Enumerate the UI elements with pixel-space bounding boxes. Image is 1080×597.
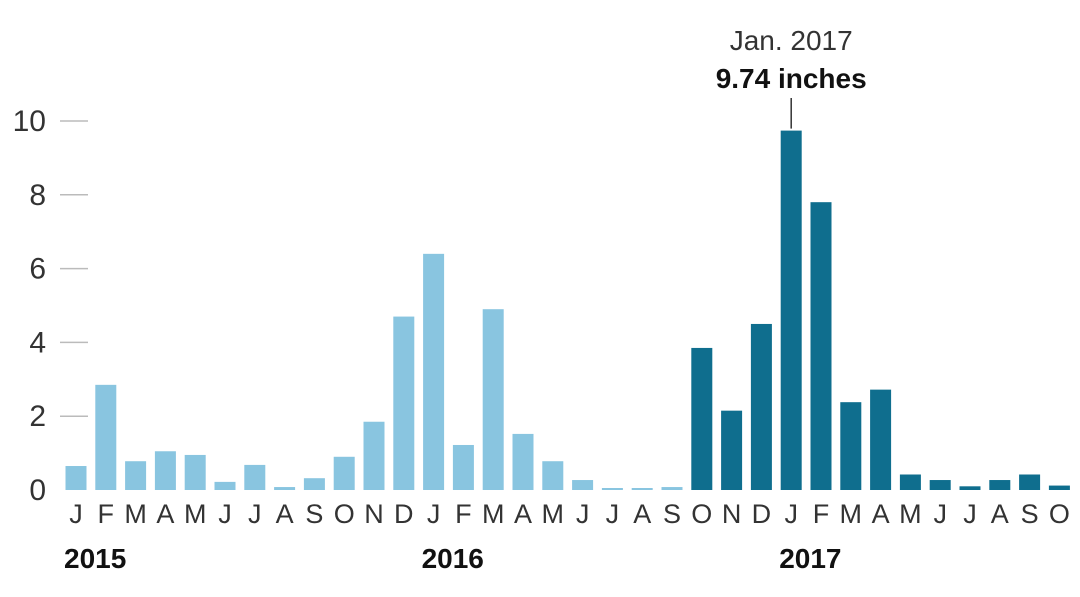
year-label: 2015: [64, 543, 126, 574]
bar: [274, 487, 296, 490]
bar: [542, 461, 564, 490]
month-label: M: [542, 499, 565, 529]
bar: [810, 202, 832, 490]
bar: [244, 464, 266, 490]
month-label: J: [784, 499, 798, 529]
peak-annotation: Jan. 2017 9.74 inches: [716, 25, 867, 129]
month-label: F: [98, 499, 115, 529]
month-label: J: [606, 499, 620, 529]
month-label: J: [427, 499, 441, 529]
bar: [691, 347, 713, 490]
bar: [452, 444, 474, 490]
bar: [214, 481, 236, 490]
month-label: A: [991, 499, 1009, 529]
bar: [959, 486, 981, 490]
month-label: J: [933, 499, 947, 529]
month-label: S: [305, 499, 323, 529]
month-label: A: [633, 499, 651, 529]
bar: [780, 130, 802, 490]
month-label: J: [218, 499, 232, 529]
bar: [601, 488, 623, 490]
bar: [393, 316, 415, 490]
bar: [721, 410, 743, 490]
y-tick-label: 10: [13, 105, 46, 138]
bar: [303, 478, 325, 490]
month-label: A: [276, 499, 294, 529]
bar: [661, 487, 683, 490]
bar: [363, 421, 385, 490]
month-label: J: [963, 499, 977, 529]
month-label: M: [840, 499, 863, 529]
month-label: F: [813, 499, 830, 529]
bars: [65, 130, 1070, 490]
year-label: 2017: [779, 543, 841, 574]
month-label: M: [899, 499, 922, 529]
y-tick-label: 8: [29, 179, 46, 212]
bar: [840, 402, 862, 490]
year-label: 2016: [422, 543, 484, 574]
bar: [899, 474, 921, 490]
month-label: O: [334, 499, 355, 529]
month-label: M: [124, 499, 147, 529]
bar: [631, 488, 653, 490]
bar: [750, 323, 772, 490]
month-label: D: [394, 499, 414, 529]
bar: [184, 454, 206, 490]
bar: [572, 480, 594, 490]
month-label: S: [1021, 499, 1039, 529]
year-labels: 2015 2016 2017: [64, 543, 841, 574]
bar: [870, 389, 892, 490]
month-label: N: [722, 499, 742, 529]
bar: [929, 480, 951, 490]
bar: [482, 309, 504, 490]
month-label: A: [514, 499, 532, 529]
month-label: J: [576, 499, 590, 529]
y-tick-label: 6: [29, 253, 46, 286]
month-label: J: [248, 499, 262, 529]
month-label: A: [872, 499, 890, 529]
bar: [154, 451, 176, 490]
month-label: S: [663, 499, 681, 529]
month-label: M: [482, 499, 505, 529]
bar: [333, 456, 355, 490]
month-label: D: [752, 499, 772, 529]
bar: [65, 466, 87, 490]
bar: [423, 253, 445, 490]
bar: [125, 461, 147, 490]
y-tick-label: 0: [29, 474, 46, 507]
y-tick-label: 2: [29, 400, 46, 433]
annotation-date: Jan. 2017: [730, 25, 853, 56]
bar: [1019, 474, 1041, 490]
month-label: M: [184, 499, 207, 529]
y-tick-label: 4: [29, 326, 46, 359]
bar: [989, 480, 1011, 490]
bar: [512, 433, 534, 490]
y-axis: 0 2 4 6 8 10: [13, 105, 88, 507]
annotation-value: 9.74 inches: [716, 63, 867, 94]
bar: [1048, 485, 1070, 490]
bar: [95, 384, 117, 490]
month-label: J: [69, 499, 83, 529]
month-label: A: [156, 499, 174, 529]
month-label: O: [691, 499, 712, 529]
month-label: F: [455, 499, 472, 529]
month-label: O: [1049, 499, 1070, 529]
month-label: N: [364, 499, 384, 529]
